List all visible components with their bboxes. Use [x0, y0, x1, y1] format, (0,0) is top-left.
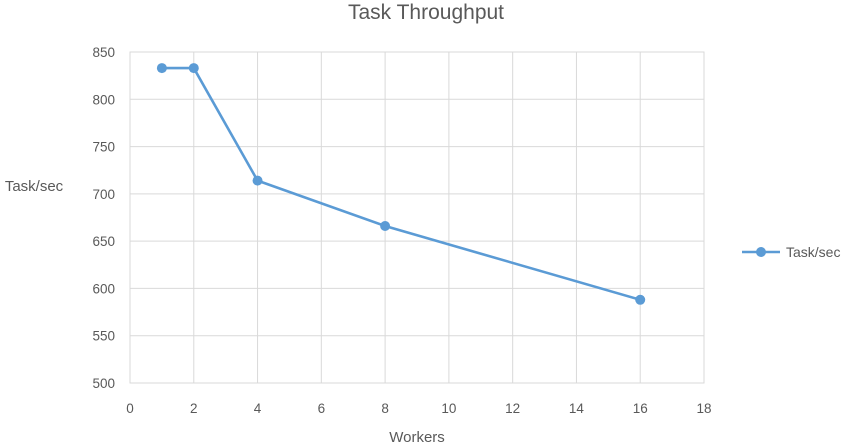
- y-tick-label: 650: [92, 234, 115, 249]
- x-tick-label: 4: [254, 401, 262, 416]
- y-tick-label: 800: [92, 92, 115, 107]
- y-axis-label: Task/sec: [5, 178, 64, 195]
- chart-title: Task Throughput: [348, 1, 504, 24]
- x-tick-label: 12: [505, 401, 520, 416]
- x-tick-label: 14: [569, 401, 585, 416]
- data-point: [252, 175, 263, 186]
- data-point: [188, 63, 199, 74]
- legend-dot-marker: [756, 247, 766, 257]
- x-tick-label: 10: [441, 401, 456, 416]
- x-tick-label: 8: [381, 401, 389, 416]
- data-point: [156, 63, 167, 74]
- plot-frame: [129, 51, 705, 384]
- x-axis-ticks: 0 2 4 6 8 10 12 14 16 18: [126, 401, 711, 416]
- y-axis-ticks: 500 550 600 650 700 750 800 850: [92, 45, 115, 391]
- legend-label: Task/sec: [786, 244, 840, 260]
- data-point: [380, 221, 391, 232]
- series-line: [161, 66, 641, 302]
- y-tick-label: 600: [92, 281, 115, 296]
- x-tick-label: 18: [696, 401, 711, 416]
- x-tick-label: 6: [318, 401, 326, 416]
- plot-grid: [129, 51, 705, 384]
- data-point: [635, 294, 646, 305]
- y-tick-label: 500: [92, 376, 115, 391]
- x-tick-label: 2: [190, 401, 198, 416]
- series-task-per-sec: [156, 63, 646, 305]
- y-tick-label: 750: [92, 140, 115, 155]
- x-tick-label: 16: [633, 401, 648, 416]
- x-axis-label: Workers: [389, 429, 445, 443]
- y-tick-label: 850: [92, 45, 115, 60]
- y-tick-label: 550: [92, 329, 115, 344]
- x-tick-label: 0: [126, 401, 134, 416]
- legend: Task/sec: [742, 244, 840, 260]
- y-tick-label: 700: [92, 187, 115, 202]
